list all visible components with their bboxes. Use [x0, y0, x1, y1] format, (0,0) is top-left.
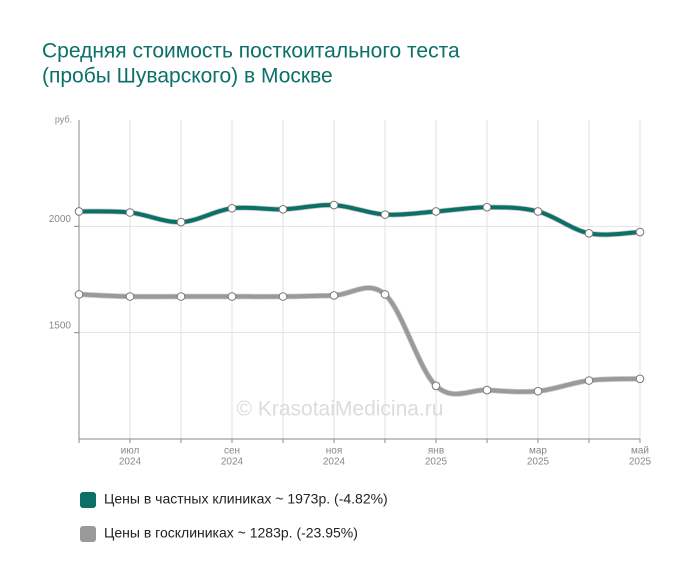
series-line [78, 202, 641, 237]
data-point [278, 292, 288, 301]
x-tick-label: 2024 [323, 457, 346, 468]
x-tick-label: 2025 [425, 457, 448, 468]
x-tick-label: ноя [326, 446, 343, 457]
data-point [176, 217, 186, 227]
x-tick-label: 2024 [119, 457, 142, 468]
x-tick-label: мар [529, 446, 547, 457]
y-tick-label: 1500 [49, 320, 72, 331]
y-tick-label: 2000 [49, 214, 72, 225]
x-tick-label: май [631, 446, 649, 457]
data-point [584, 229, 594, 238]
legend-label: Цены в госклиниках ~ 1283р. (-23.95%) [104, 525, 358, 541]
data-point [635, 227, 645, 237]
data-point [125, 292, 135, 301]
series-line [78, 286, 641, 396]
x-tick-label: 2025 [629, 457, 652, 468]
x-tick-label: янв [428, 446, 444, 457]
x-tick-label: сен [224, 446, 240, 457]
data-point [482, 385, 492, 395]
legend-swatch [80, 526, 96, 542]
y-axis-label: руб. [55, 114, 72, 124]
data-point [533, 386, 543, 396]
data-point [482, 202, 492, 212]
data-point [227, 203, 237, 213]
chart-title: (пробы Шуварского) в Москве [42, 65, 333, 88]
legend-swatch [80, 492, 96, 508]
data-point [74, 207, 84, 216]
data-point [533, 207, 543, 216]
data-point [125, 208, 135, 217]
data-point [227, 292, 237, 301]
data-point [74, 290, 84, 299]
watermark: © KrasotaiMedicina.ru [237, 398, 444, 421]
x-tick-label: 2024 [221, 457, 244, 468]
data-point [380, 290, 390, 299]
x-tick-label: июл [121, 446, 140, 457]
data-point [278, 205, 288, 214]
data-point [635, 374, 645, 384]
data-point [329, 200, 339, 210]
data-point [380, 210, 390, 219]
data-point [584, 376, 594, 385]
data-point [431, 381, 441, 391]
data-point [431, 207, 441, 216]
data-point [329, 291, 339, 300]
chart-title: Средняя стоимость посткоитального теста [42, 40, 460, 63]
legend-label: Цены в частных клиниках ~ 1973р. (-4.82%… [104, 491, 388, 507]
data-point [176, 292, 186, 301]
x-tick-label: 2025 [527, 457, 550, 468]
series-line-shadow [78, 285, 641, 397]
